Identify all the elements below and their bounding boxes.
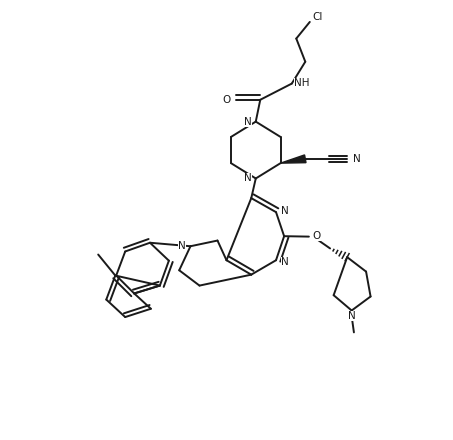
- Text: O: O: [313, 231, 321, 241]
- Polygon shape: [280, 155, 306, 163]
- Text: N: N: [280, 257, 288, 267]
- Text: N: N: [280, 206, 288, 216]
- Text: N: N: [352, 154, 360, 164]
- Text: O: O: [223, 95, 231, 105]
- Text: Cl: Cl: [312, 12, 323, 22]
- Text: NH: NH: [294, 78, 309, 88]
- Text: N: N: [178, 241, 186, 251]
- Text: N: N: [245, 117, 252, 127]
- Text: N: N: [348, 311, 356, 321]
- Text: N: N: [245, 173, 252, 183]
